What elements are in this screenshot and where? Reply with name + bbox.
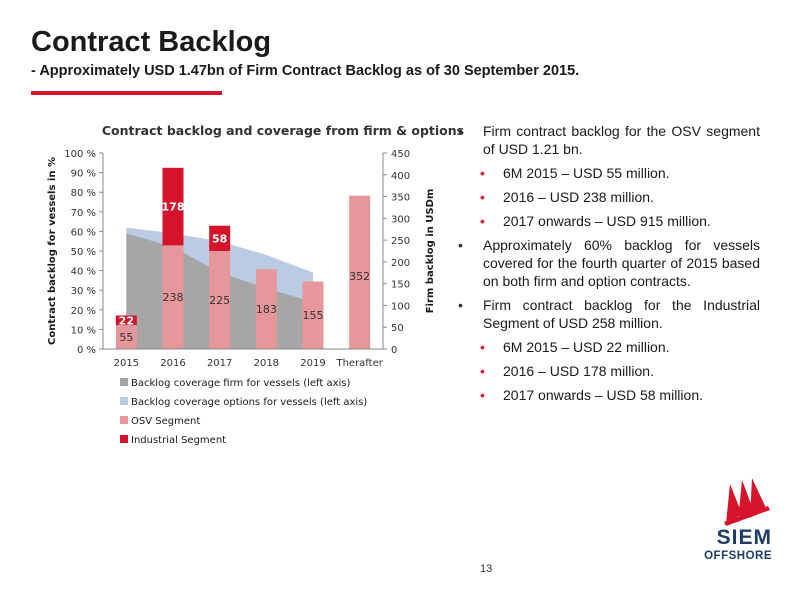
right-tick-label: 450 [391, 149, 410, 160]
sub-bullet-item: 6M 2015 – USD 55 million. [458, 164, 760, 182]
x-tick-label: 2017 [207, 358, 232, 369]
x-tick-label: 2019 [300, 358, 325, 369]
industrial-bar-label: 178 [162, 201, 185, 214]
sub-bullet-item: 2017 onwards – USD 58 million. [458, 386, 760, 404]
company-logo: SIEM OFFSHORE [682, 478, 772, 568]
industrial-bar [115, 315, 137, 326]
osv-bar [255, 269, 277, 349]
legend-swatch [120, 378, 128, 386]
left-tick-label: 50 % [71, 247, 96, 258]
left-tick-label: 100 % [64, 149, 96, 160]
osv-bar [115, 325, 137, 349]
industrial-bar-label: 58 [212, 232, 227, 245]
right-tick-label: 300 [391, 214, 410, 225]
chart-title: Contract backlog and coverage from firm … [102, 123, 464, 138]
left-tick-label: 60 % [71, 227, 96, 238]
legend-label: Backlog coverage firm for vessels (left … [131, 378, 351, 389]
osv-bar [209, 251, 231, 349]
sub-bullet-item: 2016 – USD 178 million. [458, 362, 760, 380]
legend-label: OSV Segment [131, 416, 200, 427]
osv-bar-label: 225 [209, 294, 230, 307]
industrial-bar [209, 225, 231, 251]
x-tick-label: 2018 [254, 358, 279, 369]
sail-logo-icon [724, 478, 770, 526]
osv-bar [302, 281, 324, 349]
left-tick-label: 10 % [71, 325, 96, 336]
left-tick-label: 0 % [77, 345, 96, 356]
right-tick-label: 250 [391, 236, 410, 247]
slide-subtitle: - Approximately USD 1.47bn of Firm Contr… [31, 63, 580, 79]
bullet-list: Firm contract backlog for the OSV segmen… [458, 122, 760, 410]
left-tick-label: 40 % [71, 267, 96, 278]
right-tick-label: 100 [391, 301, 410, 312]
bullet-item: Firm contract backlog for the Industrial… [458, 296, 760, 332]
industrial-bar-label: 22 [119, 314, 134, 327]
sub-bullet-item: 2017 onwards – USD 915 million. [458, 212, 760, 230]
osv-bar-label: 183 [256, 303, 277, 316]
sub-bullet-item: 6M 2015 – USD 22 million. [458, 338, 760, 356]
left-tick-label: 70 % [71, 208, 96, 219]
slide-title: Contract Backlog [31, 26, 272, 58]
sub-bullet-item: 2016 – USD 238 million. [458, 188, 760, 206]
logo-wordmark: SIEM [716, 526, 772, 549]
page-number: 13 [480, 563, 493, 575]
right-tick-label: 50 [391, 323, 404, 334]
legend-swatch [120, 397, 128, 405]
x-tick-label: 2016 [160, 358, 185, 369]
right-tick-label: 400 [391, 171, 410, 182]
right-axis-title: Firm backlog in USDm [425, 189, 436, 314]
left-tick-label: 20 % [71, 306, 96, 317]
bullet-item: Firm contract backlog for the OSV segmen… [458, 122, 760, 158]
osv-bar [162, 245, 184, 349]
osv-bar-label: 238 [163, 291, 184, 304]
right-tick-label: 0 [391, 345, 397, 356]
right-tick-label: 150 [391, 280, 410, 291]
title-underline [31, 91, 222, 95]
osv-bar [349, 195, 371, 349]
legend-swatch [120, 435, 128, 443]
left-tick-label: 90 % [71, 169, 96, 180]
left-axis-title: Contract backlog for vessels in % [47, 157, 58, 345]
osv-bar-label: 155 [303, 309, 324, 322]
logo-subwordmark: OFFSHORE [704, 550, 772, 562]
left-tick-label: 80 % [71, 188, 96, 199]
osv-bar-label: 55 [119, 331, 133, 344]
x-tick-label: 2015 [114, 358, 139, 369]
legend-label: Backlog coverage options for vessels (le… [131, 397, 367, 408]
right-tick-label: 200 [391, 258, 410, 269]
left-tick-label: 30 % [71, 286, 96, 297]
x-tick-label: Therafter [335, 358, 383, 369]
legend-swatch [120, 416, 128, 424]
osv-bar-label: 352 [349, 270, 370, 283]
industrial-bar [162, 167, 184, 246]
legend-label: Industrial Segment [131, 435, 226, 446]
right-tick-label: 350 [391, 193, 410, 204]
bullet-item: Approximately 60% backlog for vessels co… [458, 236, 760, 290]
